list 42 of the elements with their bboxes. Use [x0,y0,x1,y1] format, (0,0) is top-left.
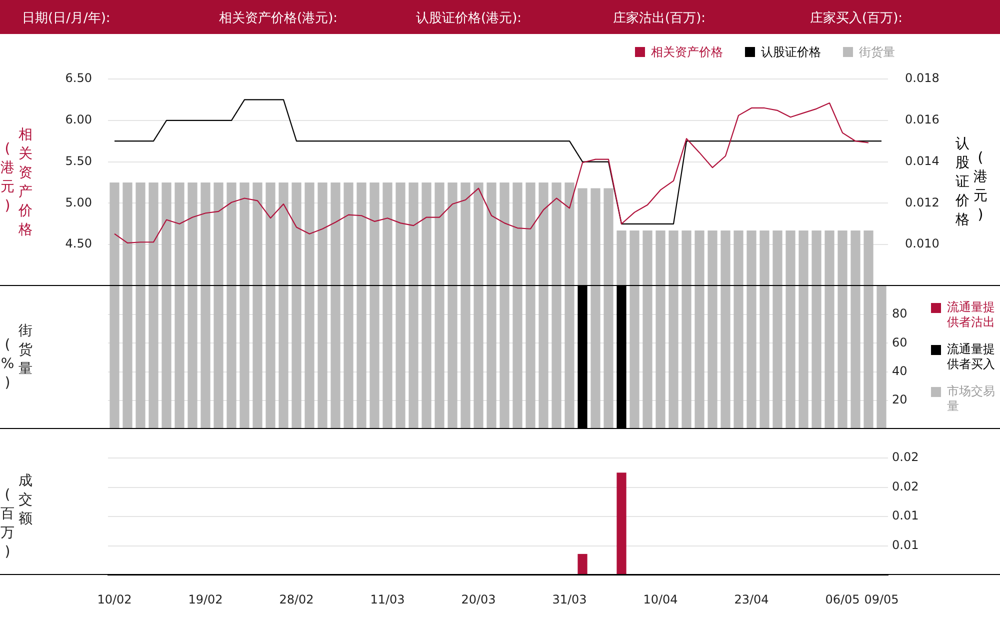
text: 日期(日/月/年): [22,10,110,27]
text: 认股证价格(港元): [416,10,522,27]
y-tick-label: 0.02 [892,479,919,494]
y2-tick-label: 0.014 [905,154,940,168]
y2-tick-label: 0.012 [905,195,940,210]
y-tick-label: 0.01 [892,538,919,552]
legend-label: 市场交易量 [947,384,996,414]
text: 庄家沽出(百万): [613,10,706,27]
y-tick-label: 0.02 [892,450,919,464]
y-tick-label: 80 [892,306,908,321]
text: 相关资产价格(港元): [219,10,338,27]
legend-label: 街货量 [859,44,895,61]
legend-label: 认股证价格 [761,44,821,61]
legend-label: 流通量提供者买入 [947,342,996,372]
text: 庄家买入(百万): [810,10,903,27]
y-tick-label: 4.50 [65,236,92,251]
x-tick-label: 31/03 [552,592,587,606]
y-tick-label: 40 [892,364,908,378]
x-tick-label: 06/05 [825,592,860,606]
x-tick-label: 09/05 [864,592,899,606]
legend-label: 相关资产价格 [651,44,723,61]
y-tick-label: 5.00 [65,195,92,210]
text: 认股证价格(港元) [956,136,988,228]
x-tick-label: 11/03 [370,592,405,606]
y-tick-label: 60 [892,335,908,350]
y-tick-label: 6.50 [65,71,92,86]
y-tick-label: 20 [892,392,908,407]
y-axis-title: 街货量(%) [0,322,33,393]
text: 相关资产价格(港元) [0,126,32,238]
y-tick-label: 6.00 [65,112,92,127]
x-tick-label: 28/02 [279,592,314,606]
y2-tick-label: 0.010 [905,236,940,251]
x-tick-label: 10/04 [643,592,678,606]
x-tick-label: 10/02 [97,592,132,606]
y2-tick-label: 0.016 [905,112,940,127]
legend-label: 流通量提供者沽出 [947,300,996,330]
y-tick-label: 0.01 [892,508,919,523]
y-tick-label: 5.50 [65,154,92,168]
x-tick-label: 19/02 [188,592,223,606]
x-tick-label: 20/03 [461,592,496,606]
y2-tick-label: 0.018 [905,71,940,86]
x-tick-label: 23/04 [734,592,769,606]
